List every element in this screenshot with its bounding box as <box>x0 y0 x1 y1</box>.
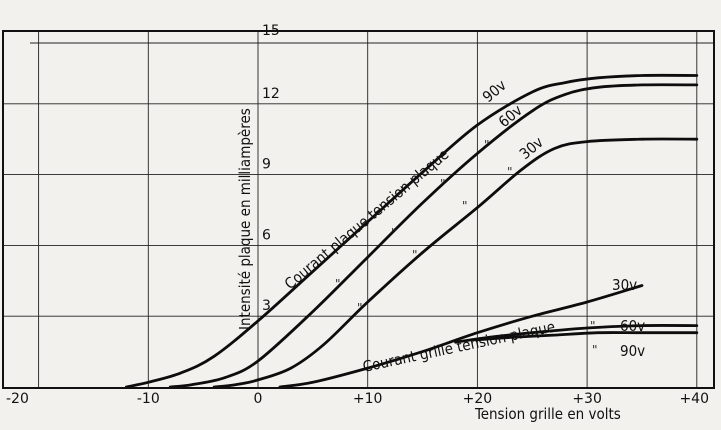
x-tick-label: 0 <box>254 391 263 407</box>
y-tick-label: 15 <box>262 23 280 39</box>
x-tick-label: +30 <box>572 391 602 407</box>
curves <box>125 73 699 389</box>
y-tick-label: 3 <box>262 298 271 314</box>
grille-90v-label: 90v <box>620 342 645 360</box>
ditto-mark: " <box>484 138 490 152</box>
curve-plaque-90v <box>125 73 699 389</box>
ditto-mark: " <box>592 343 598 357</box>
ditto-mark: " <box>412 248 418 262</box>
grille-30v-label: 30v <box>612 276 637 294</box>
ditto-mark: " <box>590 319 596 333</box>
ditto-mark: " <box>507 165 513 179</box>
x-tick-label: -20 <box>6 391 29 407</box>
x-tick-label: -10 <box>137 391 160 407</box>
y-tick-label: 9 <box>262 157 271 173</box>
ditto-mark: " <box>440 177 446 191</box>
grille-60v-label: 60v <box>620 317 645 335</box>
tick-labels: -20 -10 0 +10 +20 +30 +40 3 6 9 12 15 <box>6 23 709 407</box>
ditto-mark: " <box>391 226 397 240</box>
ditto-mark: " <box>462 199 468 213</box>
ditto-mark: " <box>357 301 363 315</box>
x-tick-label: +10 <box>353 391 383 407</box>
chart-frame <box>2 30 715 389</box>
y-tick-label: 12 <box>262 86 280 102</box>
curve-grille-90v <box>476 331 699 342</box>
y-axis-title: Intensité plaque en milliampères <box>236 108 254 330</box>
curve-plaque-60v <box>168 83 699 389</box>
ditto-mark: " <box>335 277 341 291</box>
curve-grille-30v <box>278 284 644 389</box>
x-tick-label: +40 <box>679 391 709 407</box>
y-tick-label: 6 <box>262 227 271 243</box>
grid-lines <box>3 31 714 388</box>
x-tick-label: +20 <box>463 391 493 407</box>
x-axis-title: Tension grille en volts <box>474 405 621 423</box>
curve-plaque-30v <box>212 137 699 389</box>
